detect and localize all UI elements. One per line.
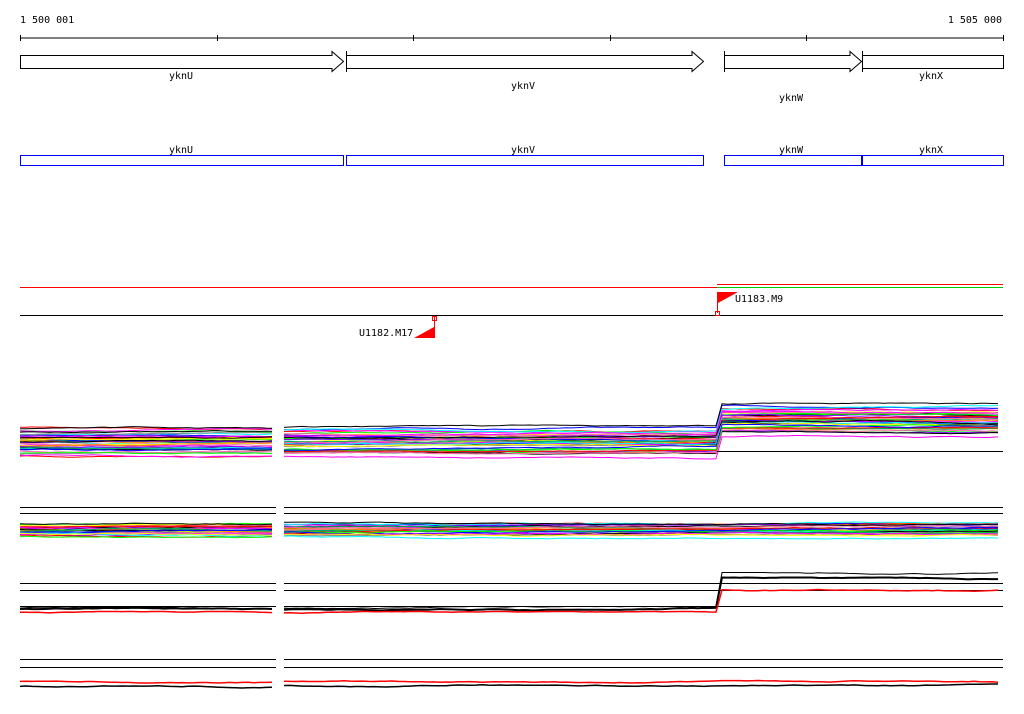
signal-trace (19, 535, 273, 539)
signal-trace (19, 450, 273, 454)
marker-track: U1183.M9 U1182.M17 (20, 284, 1003, 340)
ruler-ticks (20, 35, 1004, 41)
gene-label: yknV (511, 81, 535, 92)
signal-trace (19, 427, 273, 432)
signal-trace (283, 416, 999, 444)
signal-trace (19, 680, 273, 684)
signal-trace (20, 426, 273, 430)
signal-trace (283, 410, 999, 437)
signal-panel-4 (19, 659, 1003, 689)
gene-label: yknX (919, 71, 943, 82)
signal-trace (283, 418, 999, 443)
coordinate-ruler: 1 500 001 1 505 000 (20, 15, 1004, 41)
signal-trace (284, 429, 999, 455)
signal-trace (283, 424, 999, 452)
signal-trace (283, 576, 998, 612)
signal-trace (283, 683, 998, 688)
flag-icon (718, 292, 738, 303)
marker-label: U1182.M17 (359, 328, 413, 339)
signal-trace (283, 525, 999, 531)
signal-trace (19, 451, 273, 455)
signal-trace (19, 523, 272, 527)
signal-panel-2 (19, 507, 1003, 540)
signal-trace (283, 521, 999, 526)
annotation-label: yknV (511, 145, 535, 156)
signal-trace (283, 529, 999, 534)
signal-trace (19, 432, 273, 436)
gene-label: yknU (169, 71, 193, 82)
signal-trace (284, 419, 999, 439)
annotation-yknW[interactable]: yknW (724, 145, 862, 166)
signal-trace (283, 533, 999, 537)
signal-trace (283, 420, 998, 445)
signal-trace (19, 426, 273, 431)
ruler-start-label: 1 500 001 (20, 15, 74, 26)
annotation-label: yknW (779, 145, 804, 156)
signal-trace (19, 442, 273, 448)
signal-trace (19, 437, 273, 441)
signal-trace (19, 532, 273, 537)
signal-trace (19, 532, 273, 536)
signal-trace (284, 413, 999, 441)
signal-trace (19, 448, 273, 452)
signal-tracks (19, 402, 1003, 689)
signal-trace (283, 404, 999, 431)
annotation-yknV[interactable]: yknV (346, 145, 704, 166)
marker-label: U1183.M9 (735, 294, 783, 305)
gene-yknW[interactable]: yknW (724, 50, 863, 104)
signal-trace (283, 526, 999, 534)
signal-trace (20, 610, 273, 614)
signal-trace (283, 422, 998, 448)
signal-trace (283, 588, 999, 614)
annotation-yknX[interactable]: yknX (862, 145, 1004, 166)
marker-U1182-M17[interactable]: U1182.M17 (359, 316, 437, 340)
annotation-track: yknU yknV yknW yknX (20, 145, 1004, 166)
signal-trace (19, 430, 273, 434)
signal-trace (19, 525, 273, 528)
signal-trace (283, 402, 999, 428)
signal-trace (283, 435, 999, 460)
signal-trace (283, 420, 999, 446)
signal-panel-1 (19, 402, 1003, 460)
gene-yknU[interactable]: yknU (20, 50, 345, 83)
signal-trace (19, 439, 273, 443)
signal-trace (19, 445, 273, 449)
signal-panel-3 (19, 572, 1003, 614)
signal-trace (19, 436, 273, 439)
signal-trace (19, 529, 273, 534)
gene-label: yknW (779, 93, 804, 104)
signal-trace (283, 405, 999, 434)
gene-yknV[interactable]: yknV (346, 50, 705, 93)
gene-track: yknU yknV yknW yknX (20, 50, 1004, 104)
ruler-end-label: 1 505 000 (948, 15, 1002, 26)
signal-trace (19, 431, 273, 436)
gene-yknX[interactable]: yknX (862, 51, 1004, 82)
signal-trace (283, 521, 999, 526)
signal-trace (283, 426, 999, 453)
signal-trace (19, 442, 273, 446)
signal-trace (19, 522, 273, 526)
marker-U1183-M9[interactable]: U1183.M9 (715, 292, 784, 316)
signal-trace (19, 685, 273, 689)
signal-trace (283, 679, 999, 684)
signal-trace (283, 572, 999, 610)
signal-trace (19, 454, 273, 458)
signal-trace (283, 423, 999, 451)
signal-trace (283, 526, 999, 535)
annotation-label: yknU (169, 145, 193, 156)
signal-trace (19, 606, 273, 610)
flag-icon (414, 327, 434, 338)
annotation-label: yknX (919, 145, 943, 156)
signal-trace (283, 535, 999, 540)
annotation-yknU[interactable]: yknU (20, 145, 344, 166)
